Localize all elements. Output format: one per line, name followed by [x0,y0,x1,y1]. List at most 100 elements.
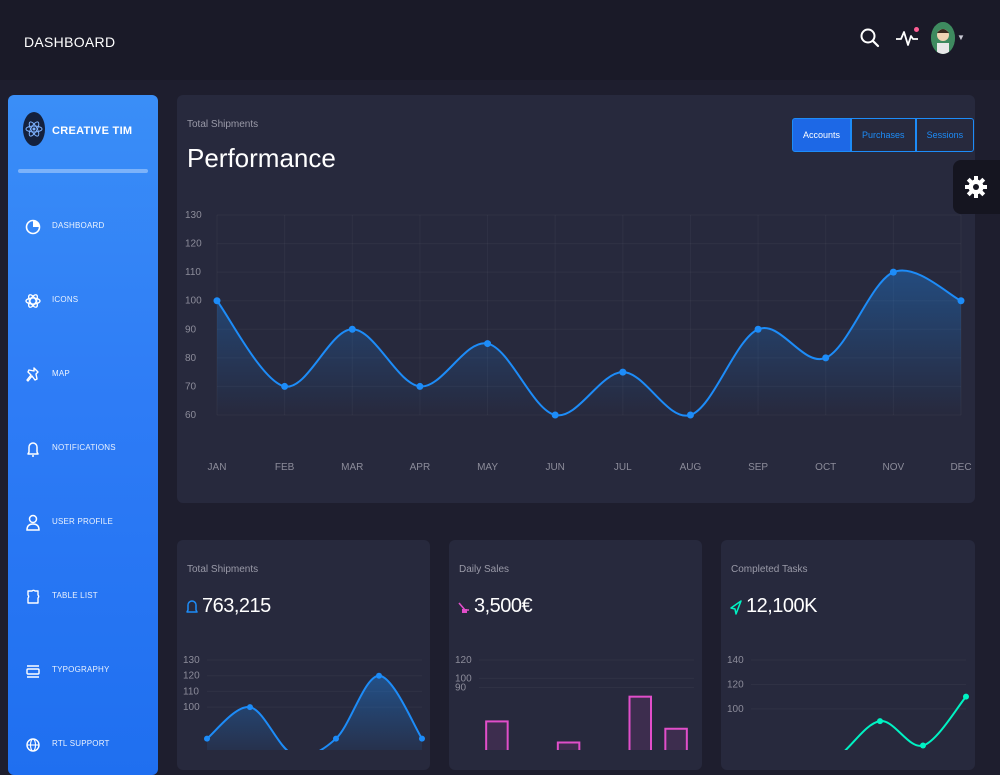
y-tick-label: 90 [455,683,467,694]
area-fill [207,675,422,750]
data-point [416,382,424,390]
sidebar-brand[interactable]: CREATIVE TIM [52,125,133,137]
bar [556,741,581,750]
sidebar-item-label: USER PROFILE [52,517,114,526]
stat-value: 12,100K [746,595,818,617]
y-tick-label: 100 [455,673,472,684]
y-tick-label: 70 [185,381,197,392]
data-point [920,742,926,749]
data-point [204,735,210,742]
search-icon[interactable] [856,24,884,52]
data-point [551,411,559,419]
card-subtitle: Total Shipments [187,119,259,130]
x-tick-label: MAR [341,462,363,473]
x-tick-label: JUN [545,462,564,473]
x-tick-label: JUL [614,462,632,473]
bar [485,720,509,750]
performance-chart: 60 70 80 90 100 110 120 130 JAN FEB MAR APR MAY JUN JU… [185,210,972,473]
notification-dot [914,27,919,32]
sidebar-item-rtl-support[interactable]: RTL SUPPORT [8,723,158,767]
data-point [281,382,289,390]
card-subtitle: Completed Tasks [731,564,808,575]
world-icon [24,731,42,759]
sidebar-item-label: TYPOGRAPHY [52,665,110,674]
puzzle-icon [24,583,42,611]
sidebar-item-label: TABLE LIST [52,591,98,600]
delivery-icon [457,598,471,616]
sidebar-item-label: ICONS [52,295,79,304]
send-icon [729,598,743,616]
bell-icon [24,435,42,463]
data-point [348,325,356,333]
y-tick-label: 100 [727,704,744,715]
activity-icon[interactable] [893,24,921,52]
chart-tabs: Accounts Purchases Sessions [792,118,975,152]
data-point [213,297,221,305]
sidebar-item-notifications[interactable]: NOTIFICATIONS [8,427,158,471]
series-line [216,269,962,417]
y-tick-label: 130 [185,210,202,221]
tab-sessions[interactable]: Sessions [915,118,975,152]
user-icon [24,509,42,537]
y-tick-label: 140 [727,655,744,666]
y-tick-label: 120 [183,671,200,682]
stat-card-total-shipments: Total Shipments 763,215 100 110 120 130 [177,540,430,770]
stat-card-daily-sales: Daily Sales 3,500€ 90 100 120 [449,540,702,770]
data-point [247,704,253,711]
y-tick-label: 120 [185,239,202,250]
sidebar-item-icons[interactable]: ICONS [8,279,158,323]
bell-icon [185,598,199,616]
data-point [963,693,969,700]
tab-accounts[interactable]: Accounts [792,118,852,152]
sidebar-item-dashboard[interactable]: DASHBOARD [8,205,158,249]
performance-card: Total Shipments Performance Accounts Pur… [177,95,975,503]
navbar-brand[interactable]: DASHBOARD [24,34,116,50]
sidebar-item-label: MAP [52,369,70,378]
atom-icon [24,287,42,315]
data-point [822,354,830,362]
bar [628,695,652,750]
y-tick-label: 120 [455,655,472,666]
y-tick-label: 130 [183,655,200,666]
completed-tasks-chart: 100 120 140 [727,655,969,750]
sidebar-item-map[interactable]: MAP [8,353,158,397]
chevron-down-icon[interactable]: ▼ [957,33,965,42]
y-tick-label: 100 [183,702,200,713]
data-point [889,268,897,276]
data-point [754,325,762,333]
x-tick-label: DEC [950,462,971,473]
stat-value: 763,215 [202,595,271,617]
react-logo-icon[interactable] [23,112,45,146]
data-point [957,297,965,305]
card-subtitle: Total Shipments [187,564,259,575]
sidebar-item-label: NOTIFICATIONS [52,443,116,452]
card-title: Performance [187,143,336,173]
card-subtitle: Daily Sales [459,564,510,575]
data-point [686,411,694,419]
y-tick-label: 90 [185,324,197,335]
sidebar-item-typography[interactable]: TYPOGRAPHY [8,649,158,693]
x-tick-label: NOV [883,462,905,473]
settings-toggle[interactable] [953,160,1000,214]
x-tick-label: MAY [477,462,498,473]
chart-pie-icon [24,213,42,241]
sidebar-item-user-profile[interactable]: USER PROFILE [8,501,158,545]
data-point [619,368,627,376]
sidebar-item-label: DASHBOARD [52,221,105,230]
area-fill [217,270,961,416]
data-point [877,718,883,725]
y-tick-label: 120 [727,679,744,690]
data-point [376,672,382,679]
align-center-icon [24,657,42,685]
y-tick-label: 80 [185,353,197,364]
pin-icon [24,361,42,389]
sidebar-item-table-list[interactable]: TABLE LIST [8,575,158,619]
y-tick-label: 110 [185,267,201,278]
y-tick-label: 100 [185,296,202,307]
tab-purchases[interactable]: Purchases [851,118,916,152]
avatar[interactable] [931,22,955,54]
x-tick-label: SEP [748,462,768,473]
y-tick-label: 60 [185,410,197,421]
sidebar-divider [18,169,148,173]
gear-icon [965,176,987,198]
